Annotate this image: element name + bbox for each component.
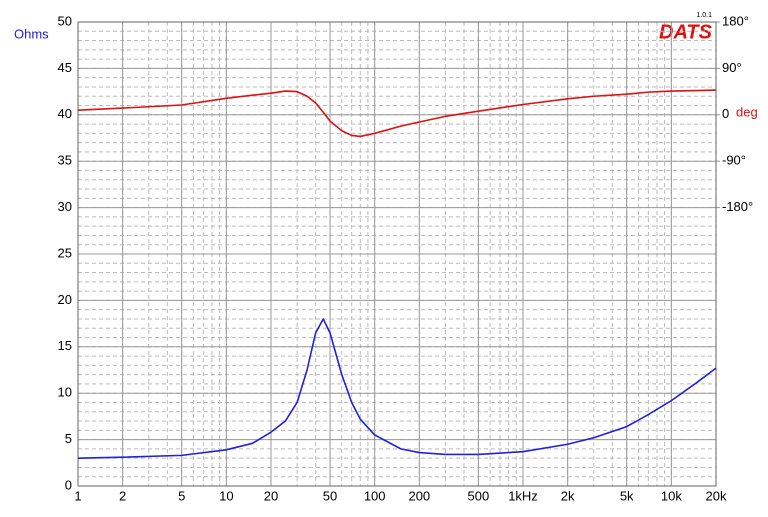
y2-tick-label: -180°: [722, 199, 753, 214]
series-line: [77, 89, 717, 138]
x-tick-label: 1kHz: [508, 488, 538, 503]
x-tick-label: 2k: [561, 488, 575, 503]
plot-frame: [77, 21, 717, 487]
y-tick-label: 5: [65, 431, 72, 446]
y-tick-label: 15: [58, 338, 72, 353]
series-line: [77, 318, 717, 459]
y-tick-label: 25: [58, 245, 72, 260]
version: 1.0.1: [696, 12, 712, 19]
x-tick-label: 2: [119, 488, 126, 503]
x-tick-label: 1: [74, 488, 81, 503]
y2-tick-label: 0: [722, 106, 729, 121]
y2-tick-label: -90°: [722, 153, 746, 168]
x-tick-label: 20k: [706, 488, 727, 503]
x-tick-label: 5: [178, 488, 185, 503]
y-tick-label: 20: [58, 292, 72, 307]
y2-tick-label: 180°: [722, 13, 749, 28]
x-tick-label: 500: [468, 488, 490, 503]
x-tick-label: 5k: [620, 488, 634, 503]
x-tick-label: 10: [219, 488, 233, 503]
y-tick-label: 30: [58, 199, 72, 214]
x-tick-label: 200: [408, 488, 430, 503]
x-tick-label: 20: [264, 488, 278, 503]
y2-tick-label: 90°: [722, 60, 742, 75]
x-tick-label: 10k: [661, 488, 682, 503]
y-tick-label: 10: [58, 385, 72, 400]
y-tick-label: 35: [58, 153, 72, 168]
x-tick-label: 50: [323, 488, 337, 503]
y-tick-label: 40: [58, 106, 72, 121]
y-tick-label: 45: [58, 60, 72, 75]
x-tick-label: 100: [364, 488, 386, 503]
y-tick-label: 0: [65, 477, 72, 492]
y2-axis-label: deg: [736, 104, 758, 119]
y-axis-label: Ohms: [14, 26, 49, 41]
logo: DATS: [659, 21, 713, 43]
y-tick-label: 50: [58, 13, 72, 28]
